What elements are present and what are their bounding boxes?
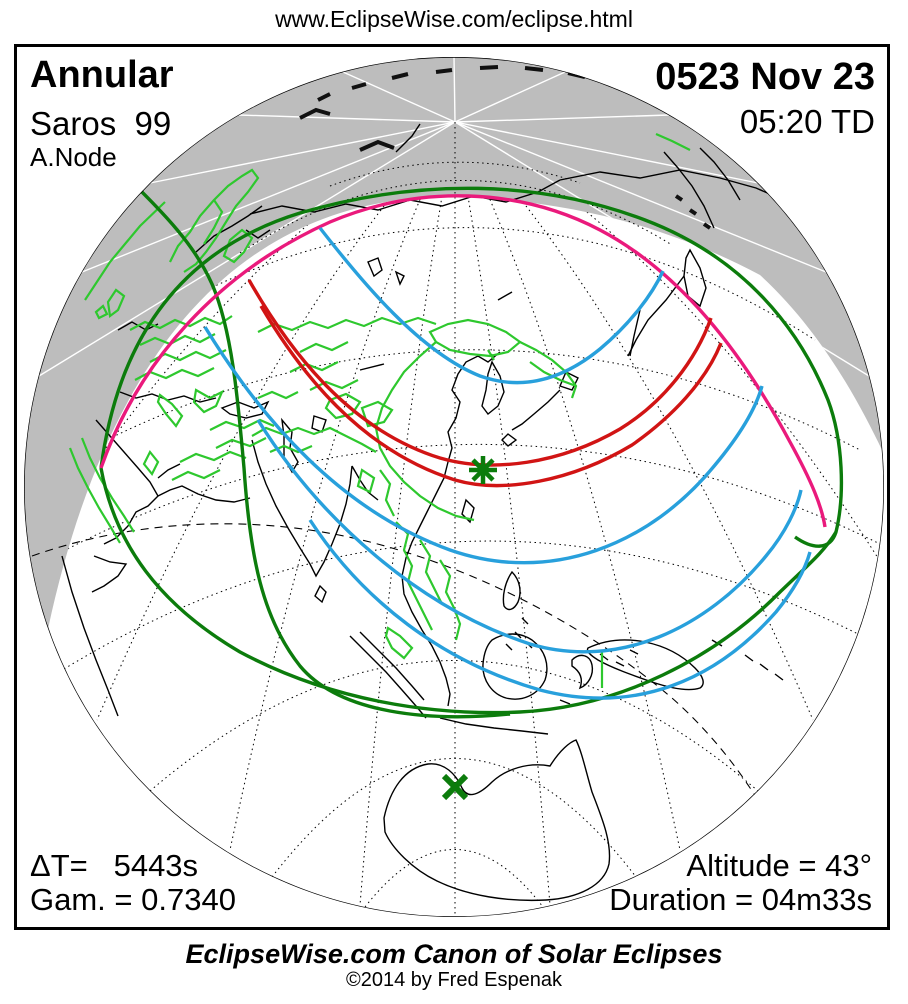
penumbra-north-limit bbox=[99, 186, 844, 548]
delta-t-label: ΔT= 5443s bbox=[30, 848, 199, 883]
central-path-south-limit bbox=[259, 305, 723, 488]
node-label: A.Node bbox=[30, 142, 117, 172]
markers bbox=[441, 456, 497, 801]
duration-label: Duration = 04m33s bbox=[609, 882, 872, 917]
altitude-label: Altitude = 43° bbox=[686, 848, 872, 883]
country-borders bbox=[68, 132, 861, 688]
copyright: ©2014 by Fred Espenak bbox=[346, 969, 562, 991]
canon-title: EclipseWise.com Canon of Solar Eclipses bbox=[185, 939, 723, 969]
site-url: www.EclipseWise.com/eclipse.html bbox=[275, 6, 633, 32]
eclipse-curves bbox=[99, 176, 844, 719]
sub-solar-x-marker bbox=[441, 773, 469, 801]
central-path-north-limit bbox=[247, 279, 713, 467]
globe-disc bbox=[24, 57, 884, 917]
night-region bbox=[24, 57, 882, 629]
eclipse-type-label: Annular bbox=[30, 54, 174, 96]
penumbra-sunrise-limit bbox=[126, 176, 511, 719]
magnitude-contour-3 bbox=[256, 419, 803, 654]
magnitude-contour-1 bbox=[318, 226, 665, 385]
saros-label: Saros 99 bbox=[30, 105, 172, 142]
greatest-eclipse-asterisk-marker bbox=[469, 456, 497, 484]
dashed-path-line bbox=[31, 523, 787, 853]
sunrise-sunset-curve bbox=[99, 194, 827, 528]
eclipse-time-label: 05:20 TD bbox=[739, 103, 875, 140]
penumbra-south-limit bbox=[99, 467, 838, 715]
magnitude-contour-2 bbox=[203, 326, 764, 565]
gamma-label: Gam. = 0.7340 bbox=[30, 882, 236, 917]
eclipse-date-label: 0523 Nov 23 bbox=[655, 56, 875, 98]
magnitude-contour-4 bbox=[308, 519, 812, 700]
